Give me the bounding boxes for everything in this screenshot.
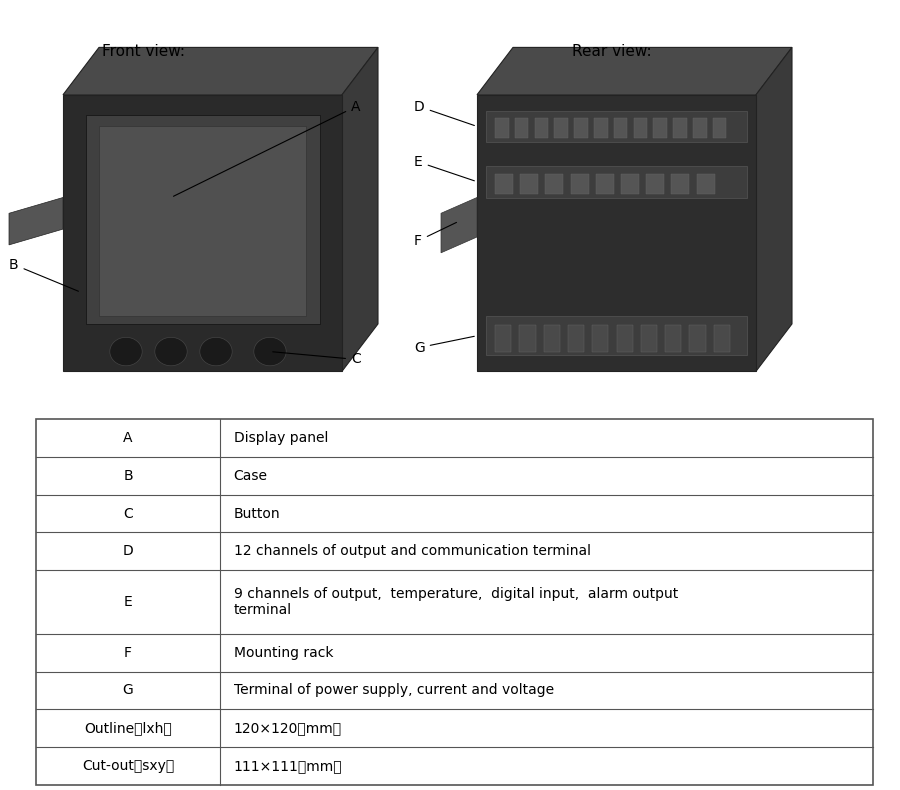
Bar: [486, 316, 747, 356]
Bar: [614, 118, 627, 138]
Bar: [689, 325, 706, 352]
Text: D: D: [414, 100, 474, 126]
Circle shape: [110, 337, 142, 366]
Polygon shape: [342, 47, 378, 371]
Text: Button: Button: [234, 506, 280, 521]
Polygon shape: [99, 126, 306, 316]
Bar: [574, 118, 588, 138]
Text: Case: Case: [234, 468, 267, 483]
Polygon shape: [63, 95, 342, 371]
Text: Front view:: Front view:: [103, 44, 185, 58]
Text: E: E: [123, 595, 132, 609]
Bar: [515, 118, 528, 138]
Circle shape: [200, 337, 232, 366]
Text: D: D: [122, 544, 133, 559]
Bar: [596, 174, 614, 194]
Text: G: G: [122, 683, 133, 698]
Bar: [495, 325, 511, 352]
Text: A: A: [174, 100, 361, 196]
Bar: [673, 118, 687, 138]
Bar: [592, 325, 608, 352]
Bar: [571, 174, 589, 194]
Bar: [594, 118, 608, 138]
Bar: [671, 174, 689, 194]
Text: E: E: [414, 155, 474, 181]
Bar: [646, 174, 664, 194]
Bar: [634, 118, 647, 138]
Text: Rear view:: Rear view:: [572, 44, 652, 58]
Circle shape: [254, 337, 286, 366]
Text: A: A: [123, 431, 133, 445]
Bar: [697, 174, 715, 194]
Polygon shape: [477, 47, 792, 95]
Bar: [554, 118, 568, 138]
Polygon shape: [63, 47, 378, 95]
Bar: [616, 325, 633, 352]
Polygon shape: [86, 115, 320, 324]
Bar: [693, 118, 706, 138]
Polygon shape: [756, 47, 792, 371]
Bar: [653, 118, 667, 138]
Text: Cut-out（sxy）: Cut-out（sxy）: [82, 759, 175, 773]
Bar: [519, 325, 536, 352]
Bar: [641, 325, 657, 352]
Text: G: G: [414, 337, 474, 355]
Bar: [495, 118, 508, 138]
Text: B: B: [9, 258, 78, 292]
Text: 111×111（mm）: 111×111（mm）: [234, 759, 342, 773]
Polygon shape: [477, 95, 756, 371]
Text: Mounting rack: Mounting rack: [234, 645, 333, 660]
Text: F: F: [124, 645, 132, 660]
Bar: [568, 325, 584, 352]
Text: 12 channels of output and communication terminal: 12 channels of output and communication …: [234, 544, 590, 559]
Polygon shape: [9, 198, 63, 245]
Text: C: C: [123, 506, 133, 521]
Bar: [486, 166, 747, 198]
Text: C: C: [273, 352, 361, 367]
Bar: [520, 174, 538, 194]
Polygon shape: [441, 198, 477, 253]
Text: B: B: [123, 468, 133, 483]
Text: Outline（lxh）: Outline（lxh）: [85, 721, 172, 735]
Text: 9 channels of output,  temperature,  digital input,  alarm output
terminal: 9 channels of output, temperature, digit…: [234, 587, 678, 617]
Bar: [535, 118, 548, 138]
Bar: [714, 325, 730, 352]
Bar: [486, 111, 747, 142]
Text: Terminal of power supply, current and voltage: Terminal of power supply, current and vo…: [234, 683, 554, 698]
Bar: [621, 174, 639, 194]
Bar: [545, 174, 563, 194]
Bar: [713, 118, 726, 138]
Circle shape: [155, 337, 187, 366]
Text: F: F: [414, 223, 456, 248]
Text: Display panel: Display panel: [234, 431, 328, 445]
Text: 120×120（mm）: 120×120（mm）: [234, 721, 342, 735]
Bar: [36, 419, 873, 785]
Bar: [495, 174, 513, 194]
Bar: [544, 325, 560, 352]
Bar: [665, 325, 681, 352]
